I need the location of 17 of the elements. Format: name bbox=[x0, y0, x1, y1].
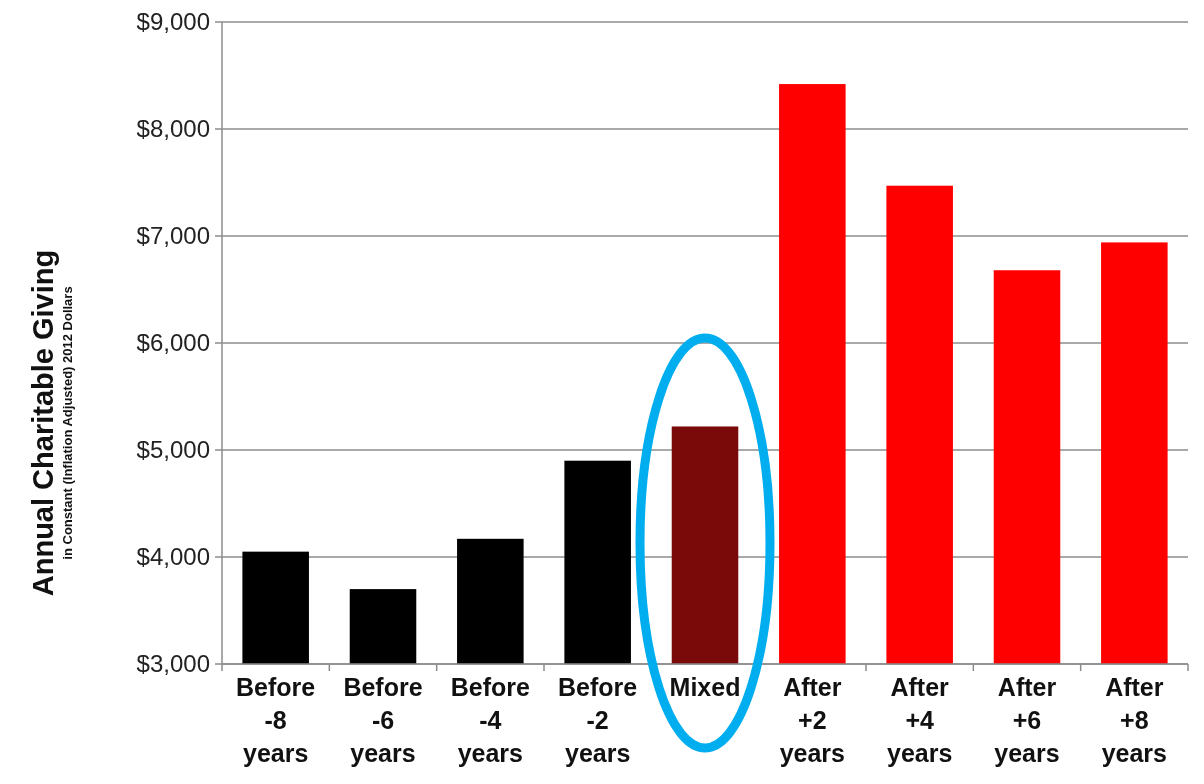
y-tick-label: $3,000 bbox=[136, 650, 210, 678]
y-tick-label: $9,000 bbox=[136, 8, 210, 36]
x-tick-label: After +8 years bbox=[1101, 673, 1168, 767]
x-tick-label: After +2 years bbox=[779, 673, 846, 767]
y-tick-label: $8,000 bbox=[136, 115, 210, 143]
x-tick-label: Before -8 years bbox=[236, 673, 316, 767]
x-tick-label: After +4 years bbox=[886, 673, 953, 767]
x-tick-label: Before -2 years bbox=[558, 673, 638, 767]
y-tick-label: $7,000 bbox=[136, 222, 210, 250]
x-tick-label: After +6 years bbox=[994, 673, 1060, 767]
y-axis-title: Annual Charitable Giving in Constant (Inflation Adjusted) 2012 Dollars bbox=[27, 249, 75, 597]
y-tick-label: $4,000 bbox=[136, 543, 210, 571]
x-tick-label: Mixed bbox=[669, 673, 741, 701]
y-tick-label: $6,000 bbox=[136, 329, 210, 357]
x-tick-label: Before -6 years bbox=[343, 673, 423, 767]
x-tick-label: Before -4 years bbox=[450, 673, 531, 767]
y-tick-label: $5,000 bbox=[136, 436, 210, 464]
